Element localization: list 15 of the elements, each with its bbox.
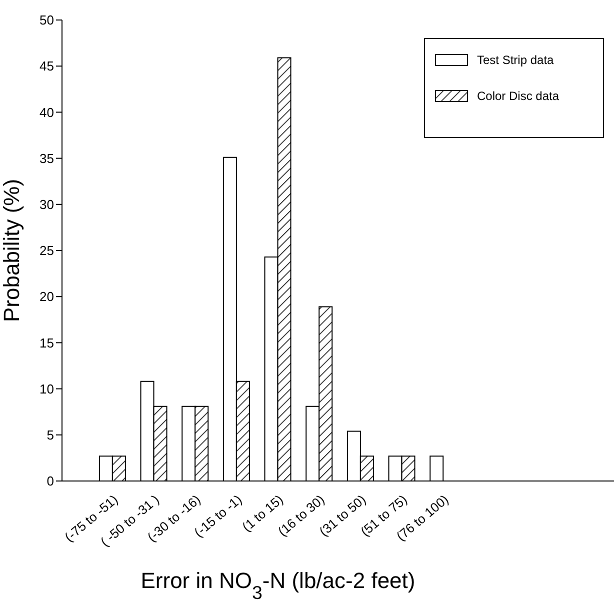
- y-tick-label: 25: [40, 243, 54, 258]
- y-tick-label: 15: [40, 335, 54, 350]
- x-axis-title: Error in NO$_{3}$-N (lb/ac-2 feet): [140, 568, 416, 602]
- y-tick-label: 10: [40, 381, 54, 396]
- y-tick-label: 5: [46, 428, 54, 443]
- y-tick-label: 45: [40, 58, 54, 74]
- legend-label: Test Strip data: [477, 53, 554, 67]
- y-tick-label: 20: [40, 289, 54, 304]
- y-tick-label: 0: [46, 474, 54, 489]
- legend-label: Color Disc data: [477, 89, 560, 103]
- y-tick-label: 35: [40, 150, 54, 166]
- y-tick-label: 30: [40, 197, 54, 212]
- y-axis-title: Probability (%): [0, 178, 24, 322]
- y-tick-label: 40: [40, 104, 54, 120]
- y-tick-label: 50: [40, 12, 54, 28]
